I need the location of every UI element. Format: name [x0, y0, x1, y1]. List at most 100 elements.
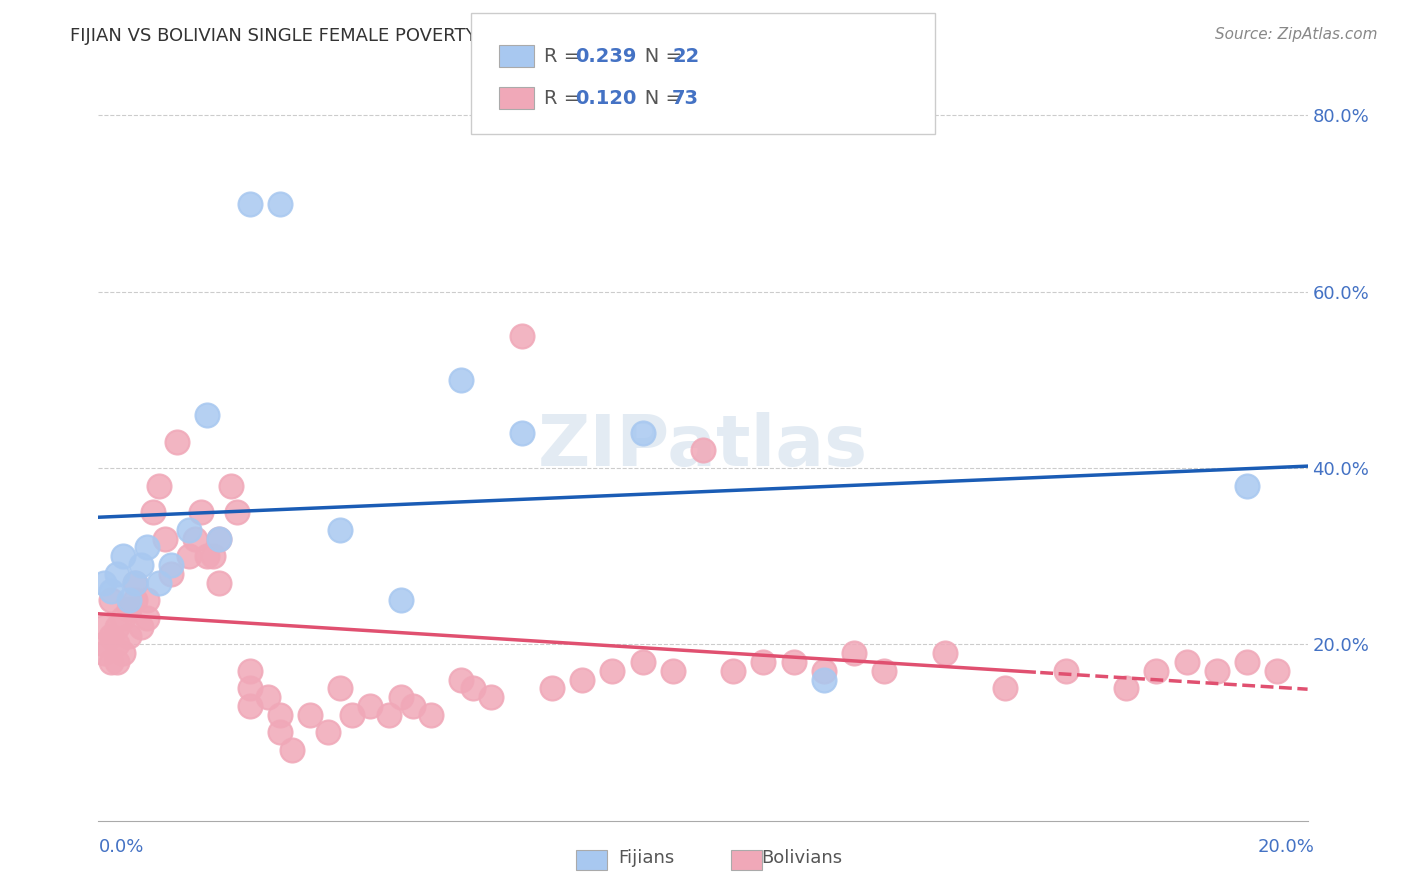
Point — [692, 443, 714, 458]
Point — [1236, 478, 1258, 492]
Point — [135, 541, 157, 555]
Point — [1144, 664, 1167, 678]
Text: N =: N = — [626, 88, 688, 108]
Text: R =: R = — [544, 88, 586, 108]
Point — [342, 707, 364, 722]
Point — [208, 532, 231, 546]
Point — [540, 681, 562, 696]
Point — [783, 655, 806, 669]
Point — [510, 328, 533, 343]
Point — [450, 673, 472, 687]
Point — [160, 558, 183, 572]
Point — [105, 655, 128, 669]
Point — [329, 681, 352, 696]
Point — [208, 532, 231, 546]
Point — [873, 664, 896, 678]
Point — [239, 664, 262, 678]
Point — [195, 549, 218, 564]
Point — [299, 707, 322, 722]
Point — [153, 532, 176, 546]
Point — [179, 549, 201, 564]
Point — [111, 611, 134, 625]
Point — [844, 646, 866, 660]
Point — [93, 620, 115, 634]
Text: 0.120: 0.120 — [575, 88, 637, 108]
Point — [239, 699, 262, 714]
Point — [105, 620, 128, 634]
Point — [118, 602, 141, 616]
Point — [179, 523, 201, 537]
Point — [934, 646, 956, 660]
Point — [450, 373, 472, 387]
Text: 73: 73 — [672, 88, 699, 108]
Point — [111, 549, 134, 564]
Point — [100, 593, 122, 607]
Point — [269, 196, 291, 211]
Text: 20.0%: 20.0% — [1258, 838, 1315, 855]
Point — [1054, 664, 1077, 678]
Point — [269, 725, 291, 739]
Point — [631, 425, 654, 440]
Point — [463, 681, 485, 696]
Point — [124, 575, 146, 590]
Point — [93, 637, 115, 651]
Point — [1175, 655, 1198, 669]
Point — [202, 549, 225, 564]
Point — [118, 593, 141, 607]
Point — [239, 196, 262, 211]
Point — [389, 593, 412, 607]
Point — [420, 707, 443, 722]
Point — [1115, 681, 1137, 696]
Point — [111, 646, 134, 660]
Point — [129, 558, 152, 572]
Point — [269, 707, 291, 722]
Point — [481, 690, 503, 705]
Point — [994, 681, 1017, 696]
Point — [100, 584, 122, 599]
Point — [100, 628, 122, 642]
Point — [160, 566, 183, 581]
Point — [93, 575, 115, 590]
Text: FIJIAN VS BOLIVIAN SINGLE FEMALE POVERTY CORRELATION CHART: FIJIAN VS BOLIVIAN SINGLE FEMALE POVERTY… — [70, 27, 678, 45]
Point — [105, 637, 128, 651]
Point — [631, 655, 654, 669]
Point — [100, 655, 122, 669]
Point — [329, 523, 352, 537]
Point — [124, 593, 146, 607]
Point — [1236, 655, 1258, 669]
Point — [208, 575, 231, 590]
Point — [360, 699, 382, 714]
Point — [93, 646, 115, 660]
Point — [124, 575, 146, 590]
Point — [195, 408, 218, 422]
Point — [571, 673, 593, 687]
Point — [377, 707, 399, 722]
Point — [239, 681, 262, 696]
Point — [184, 532, 207, 546]
Point — [281, 743, 304, 757]
Point — [723, 664, 745, 678]
Point — [510, 425, 533, 440]
Point — [256, 690, 278, 705]
Point — [1206, 664, 1229, 678]
Text: Source: ZipAtlas.com: Source: ZipAtlas.com — [1215, 27, 1378, 42]
Point — [148, 575, 170, 590]
Text: Fijians: Fijians — [619, 849, 675, 867]
Point — [316, 725, 339, 739]
Point — [221, 478, 243, 492]
Point — [118, 628, 141, 642]
Point — [402, 699, 425, 714]
Point — [135, 593, 157, 607]
Point — [226, 505, 249, 519]
Point — [752, 655, 775, 669]
Point — [129, 620, 152, 634]
Point — [1267, 664, 1289, 678]
Text: Bolivians: Bolivians — [761, 849, 842, 867]
Point — [135, 611, 157, 625]
Point — [166, 434, 188, 449]
Text: 0.239: 0.239 — [575, 46, 637, 66]
Point — [602, 664, 624, 678]
Point — [142, 505, 165, 519]
Point — [190, 505, 212, 519]
Point — [813, 664, 835, 678]
